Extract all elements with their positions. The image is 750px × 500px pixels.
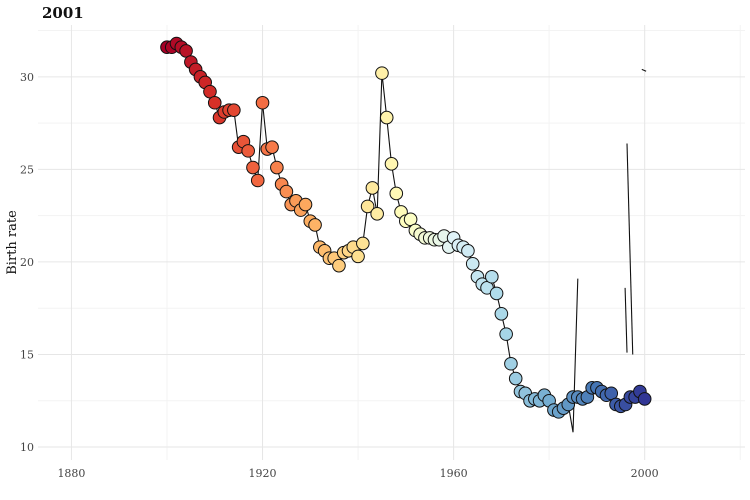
data-point [308, 218, 322, 232]
y-tick-label: 10 [20, 441, 34, 454]
data-point [227, 103, 241, 117]
data-point [499, 327, 513, 341]
data-point [504, 356, 518, 371]
data-point [298, 197, 313, 212]
y-tick-label: 30 [20, 71, 34, 84]
data-point [332, 258, 346, 273]
data-point [389, 186, 404, 201]
data-point [508, 371, 523, 386]
data-point [379, 110, 394, 125]
trail-segment [624, 287, 628, 353]
x-tick-label: 2000 [631, 467, 659, 480]
data-point [494, 306, 509, 321]
data-point [461, 244, 475, 258]
tick-labels: 1880 1920 1960 2000 10 15 20 25 30 [20, 71, 659, 480]
data-point [265, 140, 279, 154]
data-point [465, 256, 480, 271]
trail-segment [626, 143, 634, 355]
data-point [485, 269, 499, 284]
data-point [637, 392, 652, 406]
data-point [489, 286, 504, 301]
x-tick-label: 1920 [249, 467, 277, 480]
data-point [270, 160, 284, 175]
trail-line-layer [166, 42, 647, 433]
data-point [375, 66, 389, 80]
x-tick-label: 1880 [57, 467, 85, 480]
y-tick-label: 15 [20, 348, 34, 361]
data-point [351, 249, 365, 264]
data-point [384, 157, 399, 171]
y-axis-label: Birth rate [5, 210, 20, 275]
chart-title: 2001 [42, 4, 84, 22]
data-point [360, 199, 375, 214]
data-point [241, 144, 255, 158]
data-point [365, 181, 380, 195]
trail-segment [641, 68, 647, 72]
data-point [279, 184, 294, 199]
x-tick-label: 1960 [440, 467, 468, 480]
y-tick-label: 20 [20, 256, 34, 269]
data-point [356, 236, 370, 251]
data-points [160, 36, 652, 419]
data-point [255, 95, 270, 110]
data-point [370, 207, 384, 221]
data-point [207, 95, 222, 110]
data-point [246, 160, 260, 175]
y-tick-label: 25 [20, 163, 34, 176]
data-point [250, 173, 265, 188]
